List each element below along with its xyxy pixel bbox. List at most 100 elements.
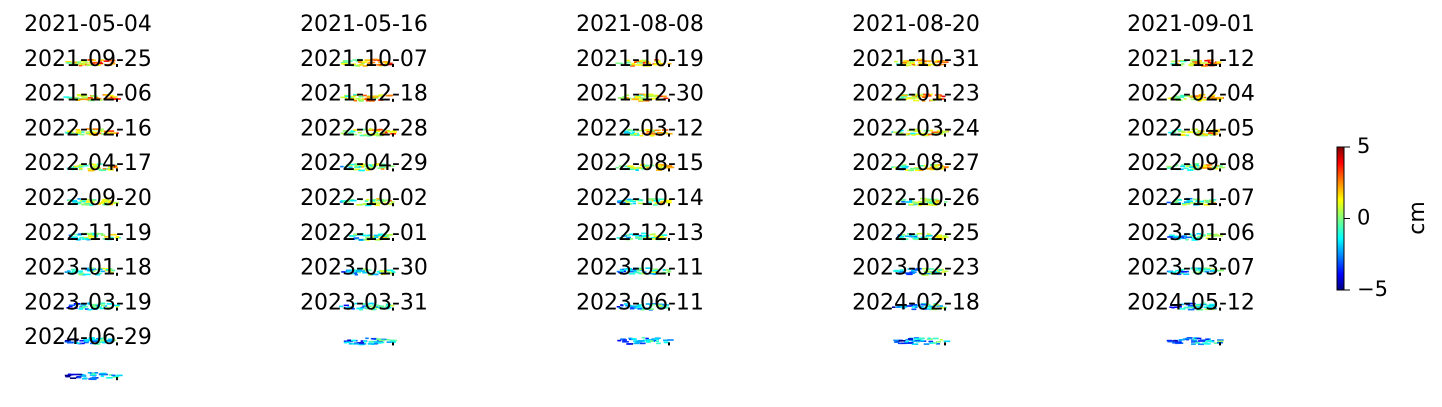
pixel bbox=[87, 270, 92, 272]
pixel bbox=[83, 338, 90, 341]
pixel bbox=[663, 339, 669, 342]
pixel bbox=[391, 270, 395, 273]
pixel bbox=[929, 342, 934, 344]
pixel bbox=[348, 60, 353, 62]
pixel bbox=[920, 306, 924, 308]
pixel bbox=[342, 130, 347, 132]
pixel bbox=[1183, 235, 1187, 237]
marker bbox=[944, 203, 946, 207]
pixel bbox=[617, 97, 625, 99]
pixel bbox=[910, 304, 918, 306]
pixel bbox=[97, 64, 101, 66]
pixel bbox=[922, 267, 928, 270]
pixel bbox=[625, 304, 632, 307]
pixel bbox=[107, 268, 113, 270]
pixel bbox=[1191, 343, 1196, 345]
pixel bbox=[662, 129, 669, 131]
pixel bbox=[98, 306, 102, 308]
pixel bbox=[1185, 337, 1192, 340]
pixel bbox=[376, 163, 382, 166]
pixel bbox=[68, 305, 73, 308]
marker bbox=[944, 133, 946, 137]
thumbnail bbox=[616, 303, 670, 311]
pixel bbox=[636, 62, 643, 64]
pixel bbox=[74, 339, 79, 342]
pixel bbox=[346, 164, 351, 166]
pixel bbox=[100, 130, 105, 132]
pixel bbox=[94, 235, 99, 237]
pixel bbox=[372, 134, 377, 136]
pixel bbox=[1167, 97, 1172, 100]
pixel bbox=[66, 271, 73, 274]
pixel bbox=[369, 302, 374, 305]
pixel bbox=[108, 166, 114, 168]
pixel bbox=[923, 133, 927, 136]
pixel bbox=[911, 340, 916, 342]
pixel bbox=[87, 168, 94, 170]
pixel bbox=[1179, 308, 1186, 310]
pixel bbox=[92, 131, 97, 134]
pixel bbox=[83, 164, 89, 167]
thumbnail bbox=[341, 268, 396, 276]
pixel bbox=[653, 338, 660, 340]
pixel bbox=[372, 129, 379, 131]
pixel bbox=[1193, 204, 1199, 206]
pixel bbox=[348, 164, 353, 167]
pixel bbox=[99, 61, 103, 63]
pixel bbox=[906, 134, 910, 136]
pixel bbox=[340, 62, 348, 64]
pixel bbox=[1202, 234, 1206, 237]
pixel bbox=[92, 372, 96, 375]
thumbnail bbox=[339, 302, 395, 311]
thumbnail bbox=[343, 337, 398, 346]
pixel bbox=[655, 340, 660, 342]
pixel bbox=[648, 133, 654, 135]
pixel bbox=[80, 304, 87, 306]
pixel bbox=[69, 338, 77, 340]
pixel bbox=[897, 234, 902, 236]
pixel bbox=[639, 342, 646, 345]
pixel bbox=[630, 65, 635, 67]
pixel bbox=[940, 165, 944, 167]
pixel bbox=[98, 99, 103, 101]
pixel bbox=[1217, 339, 1224, 341]
colorbar-tick-label: 5 bbox=[1357, 134, 1370, 158]
pixel bbox=[939, 307, 945, 309]
panel: 2023-01-06 bbox=[1127, 221, 1255, 276]
pixel bbox=[637, 202, 645, 205]
pixel bbox=[1203, 204, 1210, 206]
pixel bbox=[362, 61, 368, 63]
pixel bbox=[913, 338, 920, 340]
pixel bbox=[633, 270, 637, 272]
pixel bbox=[88, 237, 93, 240]
pixel bbox=[655, 163, 662, 166]
pixel bbox=[911, 269, 915, 272]
pixel bbox=[74, 133, 80, 135]
pixel bbox=[110, 269, 116, 272]
pixel bbox=[650, 95, 655, 97]
pixel bbox=[1204, 267, 1212, 270]
pixel bbox=[382, 307, 390, 310]
pixel bbox=[1185, 233, 1192, 235]
pixel bbox=[360, 306, 367, 309]
pixel bbox=[619, 237, 626, 240]
thumbnail bbox=[891, 128, 949, 137]
pixel bbox=[367, 166, 375, 169]
pixel bbox=[898, 129, 904, 132]
thumbnail bbox=[340, 93, 394, 102]
pixel bbox=[1203, 165, 1207, 167]
pixel bbox=[938, 133, 944, 135]
pixel bbox=[638, 97, 645, 99]
pixel bbox=[643, 339, 649, 342]
pixel bbox=[942, 166, 948, 169]
pixel bbox=[81, 60, 85, 63]
panel: 2021-12-06 bbox=[24, 82, 152, 137]
pixel bbox=[376, 64, 380, 66]
pixel bbox=[664, 341, 670, 344]
pixel bbox=[77, 165, 83, 167]
pixel bbox=[341, 63, 348, 65]
pixel bbox=[77, 94, 81, 97]
pixel bbox=[656, 342, 661, 345]
panel: 2021-08-08 bbox=[576, 12, 704, 67]
pixel bbox=[348, 131, 354, 134]
